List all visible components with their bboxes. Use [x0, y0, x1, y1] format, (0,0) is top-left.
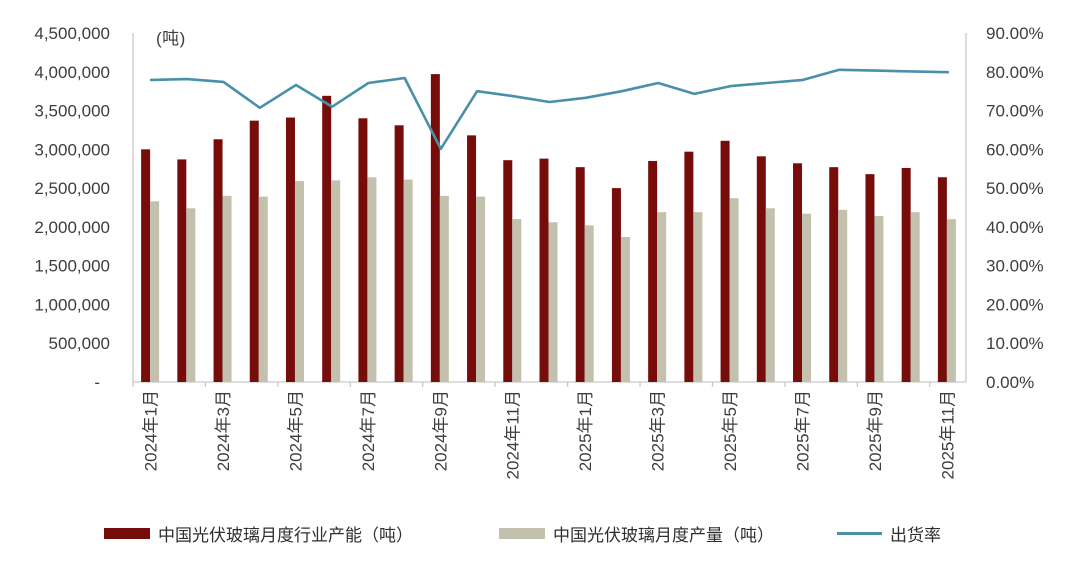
x-axis-label: 2025年9月 — [866, 390, 885, 471]
production-bar — [331, 180, 341, 382]
capacity-bar — [648, 160, 658, 382]
y-axis-label-right: 30.00% — [986, 257, 1044, 276]
production-bar — [258, 196, 268, 382]
legend-capacity-label: 中国光伏玻璃月度行业产能（吨） — [158, 525, 413, 545]
y-axis-label-right: 60.00% — [986, 140, 1044, 159]
x-axis-label: 2025年5月 — [721, 390, 740, 471]
y-axis-label-right: 90.00% — [986, 24, 1044, 43]
production-bar — [838, 209, 848, 382]
x-axis-label: 2024年7月 — [359, 390, 378, 471]
production-bar — [765, 208, 775, 382]
production-bar — [729, 198, 739, 382]
x-axis-label: 2024年1月 — [142, 390, 161, 471]
production-bar — [186, 208, 196, 382]
y-axis-label-left: - — [94, 373, 100, 392]
x-axis-label: 2025年3月 — [649, 390, 668, 471]
y-axis-label-left: 4,500,000 — [34, 24, 110, 43]
production-bar — [512, 219, 522, 382]
y-axis-label-left: 3,500,000 — [34, 102, 110, 121]
capacity-bar — [285, 117, 295, 382]
legend: 中国光伏玻璃月度行业产能（吨） 中国光伏玻璃月度产量（吨） 出货率 — [0, 521, 1080, 545]
legend-item-capacity: 中国光伏玻璃月度行业产能（吨） — [104, 521, 413, 545]
production-bar — [150, 201, 160, 382]
capacity-bar — [829, 167, 839, 382]
production-bar — [222, 195, 232, 382]
y-axis-label-right: 0.00% — [986, 373, 1034, 392]
legend-item-rate: 出货率 — [837, 521, 941, 545]
y-axis-label-left: 1,000,000 — [34, 295, 110, 314]
capacity-bar — [793, 163, 803, 382]
capacity-bar — [394, 125, 404, 383]
capacity-bar — [684, 151, 694, 382]
production-bar — [874, 216, 884, 382]
rate-line-swatch — [837, 531, 882, 535]
production-bar — [946, 219, 956, 382]
capacity-bar — [720, 140, 730, 382]
production-bar — [802, 213, 812, 382]
legend-production-label: 中国光伏玻璃月度产量（吨） — [553, 525, 774, 545]
x-axis-label: 2024年3月 — [214, 390, 233, 471]
x-axis-label: 2025年7月 — [793, 390, 812, 471]
capacity-bar — [141, 149, 151, 382]
capacity-bar — [358, 118, 368, 383]
y-axis-label-right: 50.00% — [986, 179, 1044, 198]
x-axis-label: 2025年1月 — [576, 390, 595, 471]
y-axis-label-left: 500,000 — [49, 334, 110, 353]
capacity-bar — [937, 177, 947, 382]
legend-rate-label: 出货率 — [890, 525, 941, 545]
shipment-rate-line — [149, 68, 950, 151]
capacity-bar — [901, 167, 911, 382]
capacity-bar — [213, 139, 223, 382]
y-axis-label-left: 4,000,000 — [34, 63, 110, 82]
y-axis-label-right: 40.00% — [986, 218, 1044, 237]
capacity-bar — [430, 74, 440, 383]
y-axis-label-right: 20.00% — [986, 295, 1044, 314]
production-bar — [476, 196, 486, 382]
x-axis-label: 2024年5月 — [286, 390, 305, 471]
production-bar — [620, 236, 630, 382]
capacity-bar — [575, 167, 585, 382]
capacity-bar — [249, 120, 259, 382]
y-axis-label-left: 2,000,000 — [34, 218, 110, 237]
production-bar — [657, 212, 667, 382]
capacity-bar — [322, 95, 332, 382]
capacity-bar — [865, 174, 875, 382]
production-swatch — [499, 527, 545, 539]
y-axis-label-right: 80.00% — [986, 63, 1044, 82]
x-axis-label: 2024年11月 — [504, 390, 523, 479]
production-bar — [439, 195, 449, 382]
production-bar — [910, 212, 920, 382]
production-bar — [294, 181, 304, 382]
y-axis-label-left: 2,500,000 — [34, 179, 110, 198]
capacity-bar — [503, 160, 513, 382]
capacity-bar — [756, 156, 766, 382]
production-bar — [548, 222, 558, 382]
capacity-bar — [539, 158, 549, 382]
capacity-bar — [177, 159, 187, 382]
capacity-bar — [611, 188, 621, 382]
x-axis-label: 2025年11月 — [938, 390, 957, 479]
capacity-bar — [467, 135, 477, 382]
y-axis-label-left: 1,500,000 — [34, 257, 110, 276]
production-bar — [693, 212, 703, 382]
production-bar — [403, 179, 413, 382]
production-bar — [584, 225, 594, 382]
x-axis-label: 2024年9月 — [431, 390, 450, 471]
y-axis-label-left: 3,000,000 — [34, 140, 110, 159]
y-axis-unit-label: (吨) — [156, 29, 186, 48]
y-axis-label-right: 70.00% — [986, 102, 1044, 121]
y-axis-label-right: 10.00% — [986, 334, 1044, 353]
legend-item-production: 中国光伏玻璃月度产量（吨） — [499, 521, 774, 545]
capacity-swatch — [104, 527, 150, 539]
production-bar — [367, 177, 377, 382]
